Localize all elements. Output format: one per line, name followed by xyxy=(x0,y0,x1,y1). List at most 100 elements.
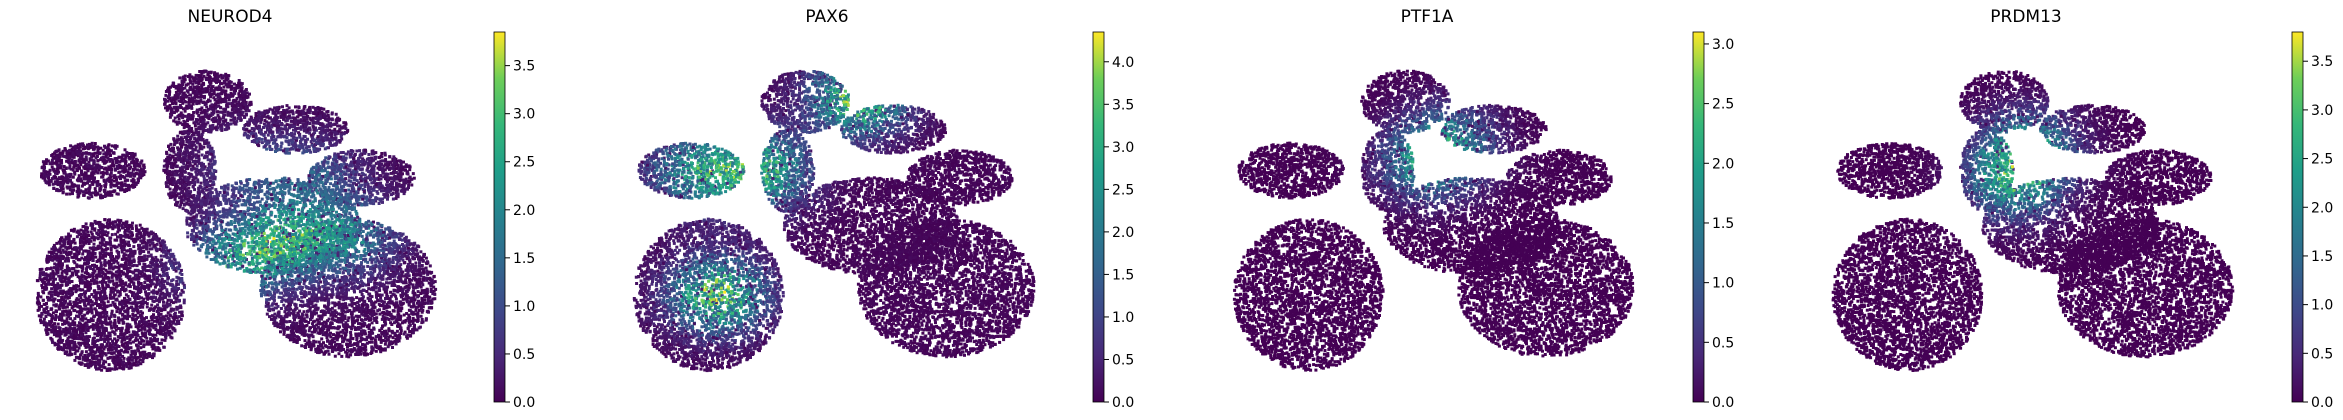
cell-point xyxy=(273,292,276,295)
cell-point xyxy=(58,304,61,307)
cell-point xyxy=(62,249,65,252)
cell-point xyxy=(421,260,424,263)
cell-point xyxy=(80,236,83,239)
cell-point xyxy=(105,354,108,357)
cell-point xyxy=(98,361,101,364)
cell-point xyxy=(56,343,59,346)
cell-point xyxy=(183,286,186,289)
cell-point xyxy=(144,274,147,277)
cell-point xyxy=(47,328,50,331)
cell-point xyxy=(111,310,114,313)
cell-point xyxy=(169,299,172,302)
cell-point xyxy=(373,270,376,273)
cell-point xyxy=(149,355,152,358)
cell-point xyxy=(170,325,173,328)
cell-point xyxy=(63,322,66,325)
cell-point xyxy=(124,350,127,353)
cell-point xyxy=(79,353,82,356)
cell-point xyxy=(383,244,386,247)
cell-point xyxy=(419,292,422,295)
cell-point xyxy=(98,355,101,358)
cell-point xyxy=(142,351,145,354)
cell-point xyxy=(377,294,380,297)
cell-point xyxy=(350,275,353,278)
cell-point xyxy=(155,278,158,281)
cell-point xyxy=(74,343,77,346)
cell-point xyxy=(161,242,164,245)
cell-point xyxy=(88,295,91,298)
cell-point xyxy=(136,292,139,295)
cell-point xyxy=(361,304,364,307)
cell-point xyxy=(42,320,45,323)
cell-point xyxy=(101,230,104,233)
cell-point xyxy=(174,329,177,332)
cell-point xyxy=(83,342,86,345)
cell-point xyxy=(87,251,90,254)
cell-point xyxy=(343,275,346,278)
cell-point xyxy=(288,314,291,317)
cell-point xyxy=(129,266,132,269)
cell-point xyxy=(60,244,63,247)
cell-point xyxy=(363,273,366,276)
cell-point xyxy=(106,335,109,338)
cell-point xyxy=(166,321,169,324)
cell-point xyxy=(80,257,83,260)
cell-point xyxy=(124,225,127,228)
cell-point xyxy=(143,263,146,266)
cell-point xyxy=(116,236,119,239)
cell-point xyxy=(143,228,146,231)
cell-point xyxy=(112,245,115,248)
cell-point xyxy=(80,309,83,312)
cell-point xyxy=(83,302,86,305)
cell-point xyxy=(89,265,92,268)
cell-point xyxy=(391,284,394,287)
cell-point xyxy=(84,308,87,311)
cell-point xyxy=(60,332,63,335)
cell-point xyxy=(131,318,134,321)
cell-point xyxy=(136,277,139,280)
cell-point xyxy=(104,244,107,247)
cell-point xyxy=(136,347,139,350)
cell-point xyxy=(57,323,60,326)
cell-point xyxy=(71,306,74,309)
cell-point xyxy=(97,237,100,240)
cell-point xyxy=(81,253,84,256)
cell-point xyxy=(55,310,58,313)
cell-point xyxy=(135,224,138,227)
cell-point xyxy=(163,315,166,318)
cell-point xyxy=(107,284,110,287)
cell-point xyxy=(74,242,77,245)
cell-point xyxy=(385,310,388,313)
cell-point xyxy=(106,271,109,274)
cell-point xyxy=(50,251,53,254)
cell-point xyxy=(172,308,175,311)
cell-point xyxy=(49,258,52,261)
cell-point xyxy=(134,250,137,253)
cell-point xyxy=(408,274,411,277)
cell-point xyxy=(153,320,156,323)
cell-point xyxy=(285,320,288,323)
cell-point xyxy=(87,285,90,288)
cell-point xyxy=(132,255,135,258)
cell-point xyxy=(112,261,115,264)
cell-point xyxy=(364,248,367,251)
cell-point xyxy=(159,332,162,335)
cell-point xyxy=(300,289,303,292)
cell-point xyxy=(92,282,95,285)
cell-point xyxy=(375,256,378,259)
cell-point xyxy=(107,348,110,351)
cell-point xyxy=(110,312,113,315)
cell-point xyxy=(138,306,141,309)
cell-point xyxy=(337,346,340,349)
cell-point xyxy=(378,272,381,275)
cell-point xyxy=(114,289,117,292)
cell-point xyxy=(81,281,84,284)
cell-point xyxy=(135,227,138,230)
cell-point xyxy=(108,363,111,366)
cell-point xyxy=(107,332,110,335)
cell-point xyxy=(90,231,93,234)
cell-point xyxy=(103,233,106,236)
cell-point xyxy=(69,293,72,296)
cell-point xyxy=(84,331,87,334)
cell-point xyxy=(102,239,105,242)
